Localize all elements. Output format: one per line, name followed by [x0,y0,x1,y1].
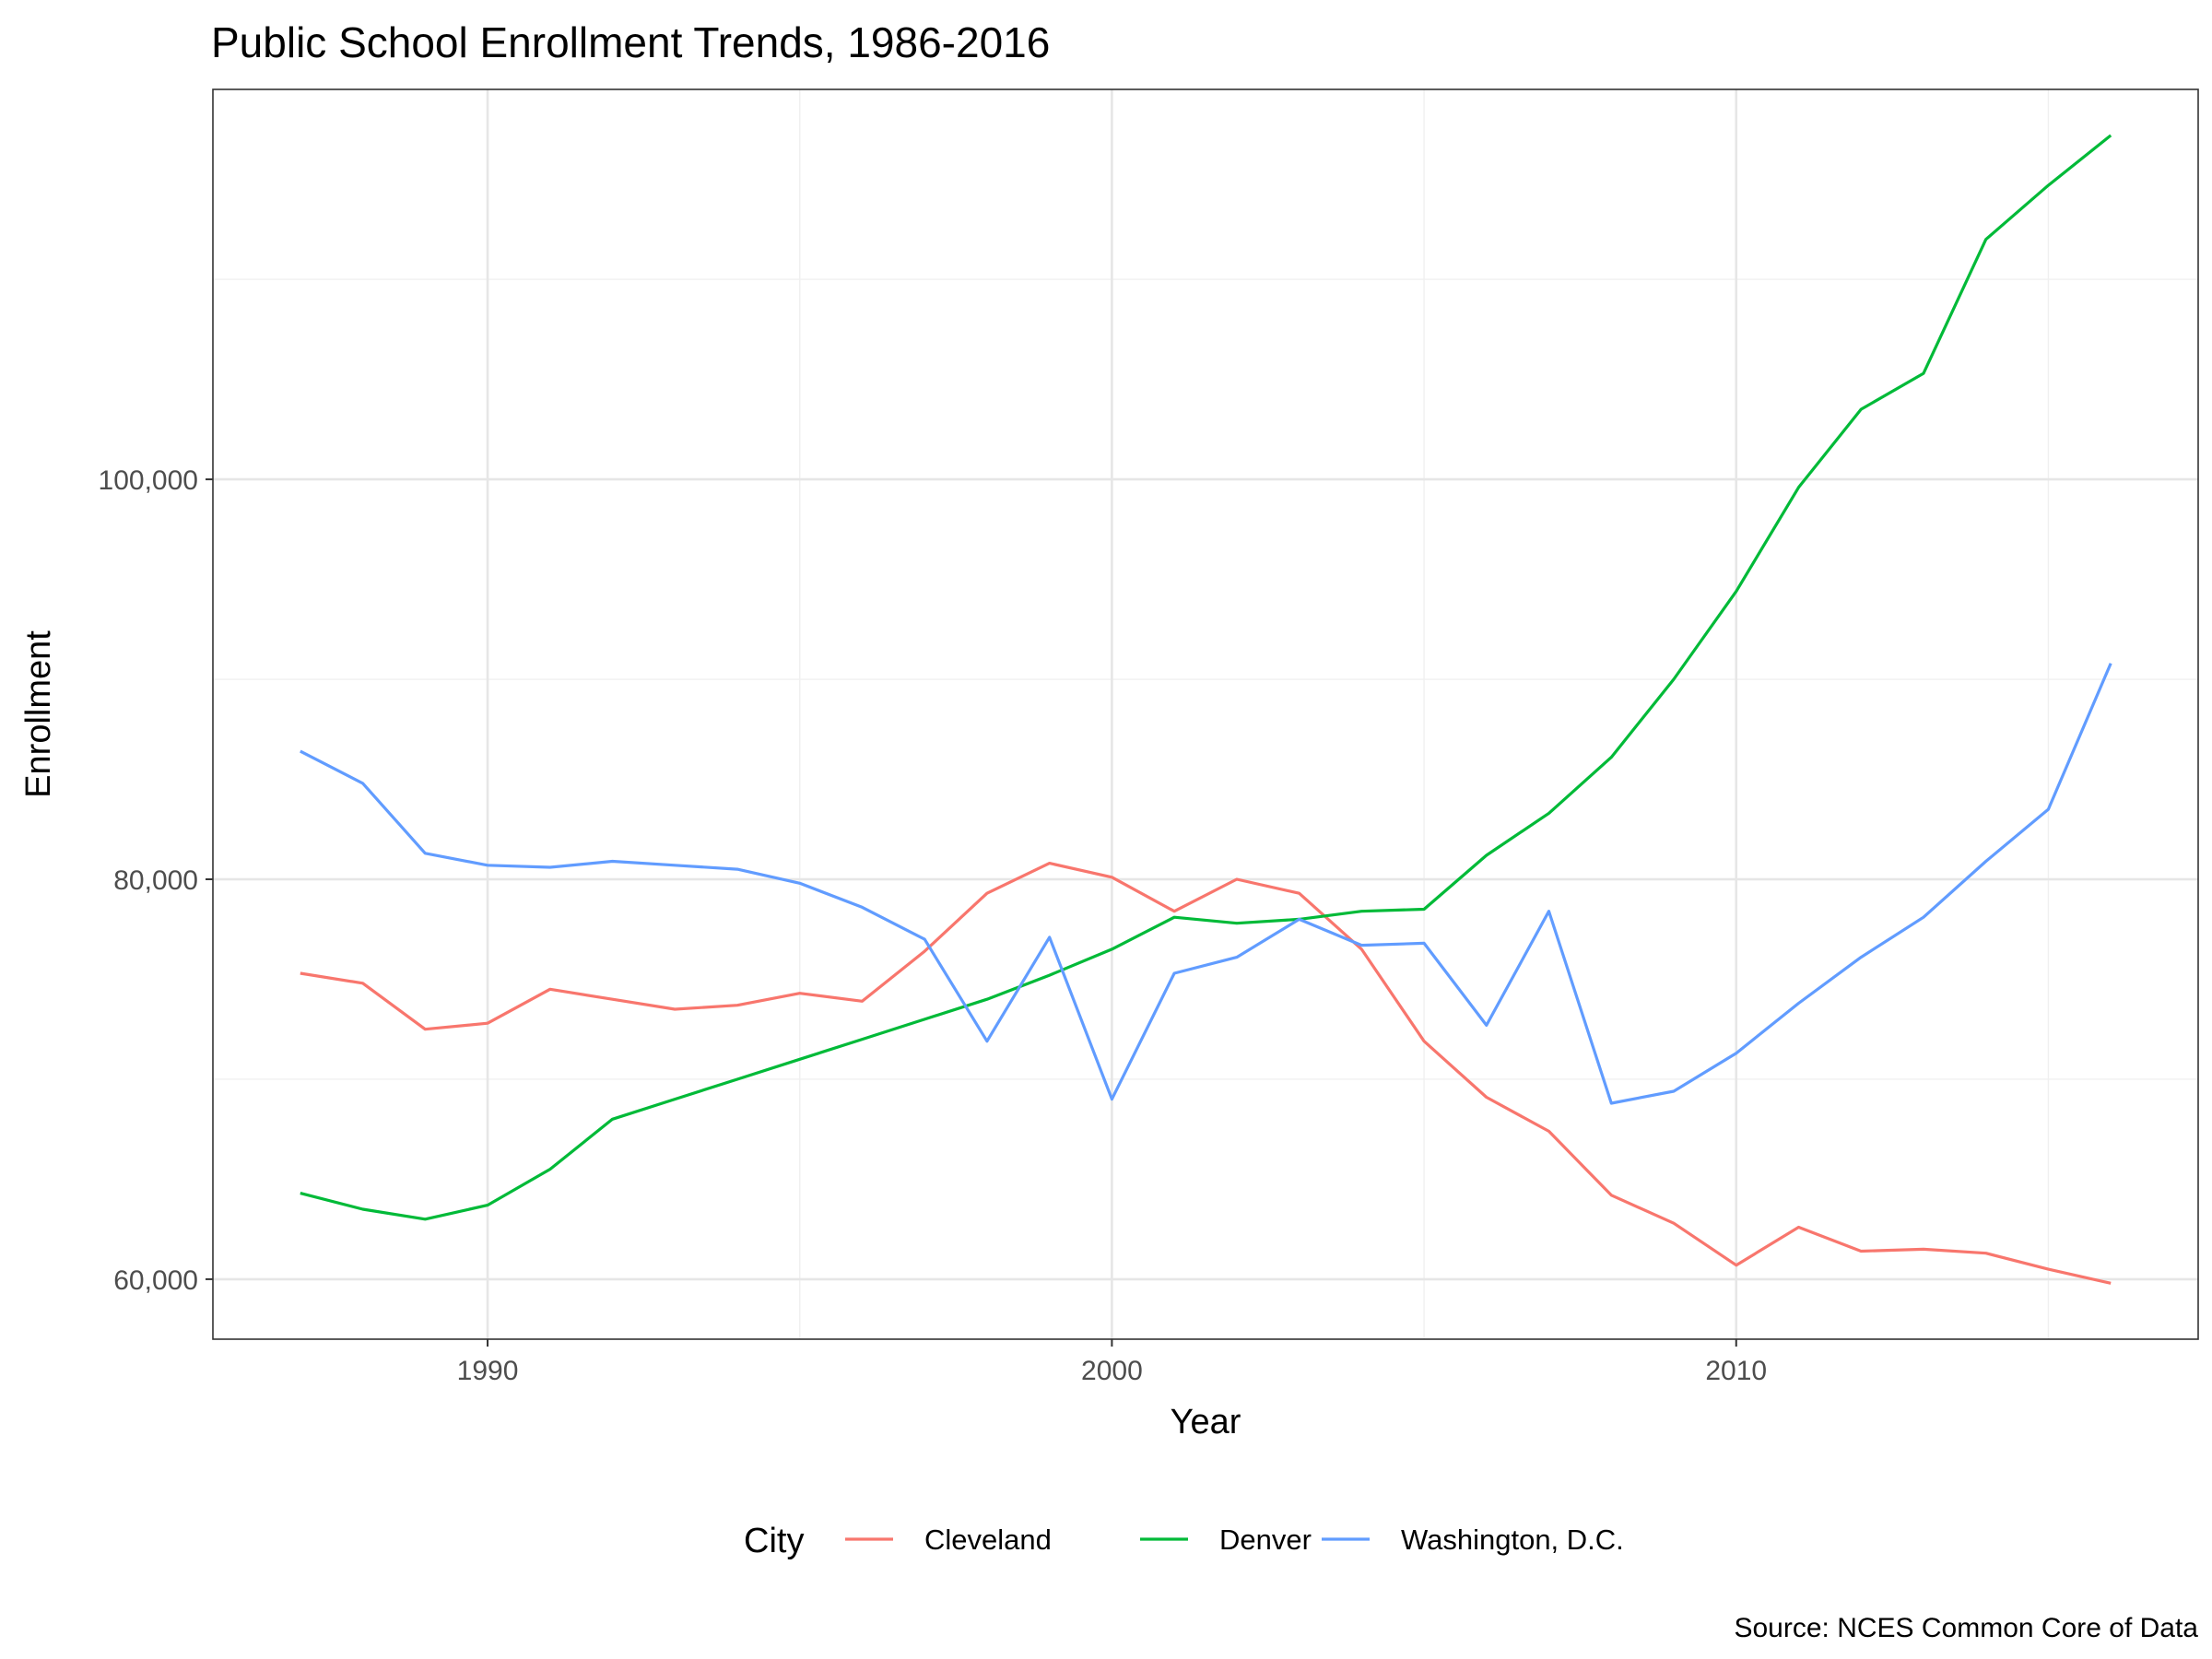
y-tick-label: 100,000 [99,465,198,496]
source-caption: Source: NCES Common Core of Data [1734,1613,2198,1643]
series-line-washington-d-c [300,663,2112,1105]
major-gridlines [213,89,2198,1339]
y-tick-label: 60,000 [113,1265,198,1296]
series-line-cleveland [300,861,2112,1285]
panel-border [212,88,2199,1340]
series-lines [300,134,2112,1285]
chart-title: Public School Enrollment Trends, 1986-20… [211,18,1050,66]
y-axis-ticks: 60,000 80,000 100,000 [99,465,213,1296]
series-line-denver [300,134,2112,1221]
x-axis-ticks: 1990 2000 2010 [457,1339,1767,1386]
x-tick-label: 2000 [1081,1356,1143,1386]
legend-label: Denver [1219,1524,1312,1556]
minor-gridlines [213,89,2198,1339]
x-tick-label: 1990 [457,1356,519,1386]
x-tick-label: 2010 [1705,1356,1767,1386]
x-axis-title: Year [1171,1403,1241,1441]
legend-label: Washington, D.C. [1401,1524,1624,1556]
legend-label: Cleveland [924,1524,1052,1556]
y-tick-label: 80,000 [113,865,198,896]
legend-title: City [744,1522,804,1560]
legend: City Cleveland Denver Washington, D.C. [744,1522,1624,1560]
y-axis-title: Enrollment [19,630,58,798]
